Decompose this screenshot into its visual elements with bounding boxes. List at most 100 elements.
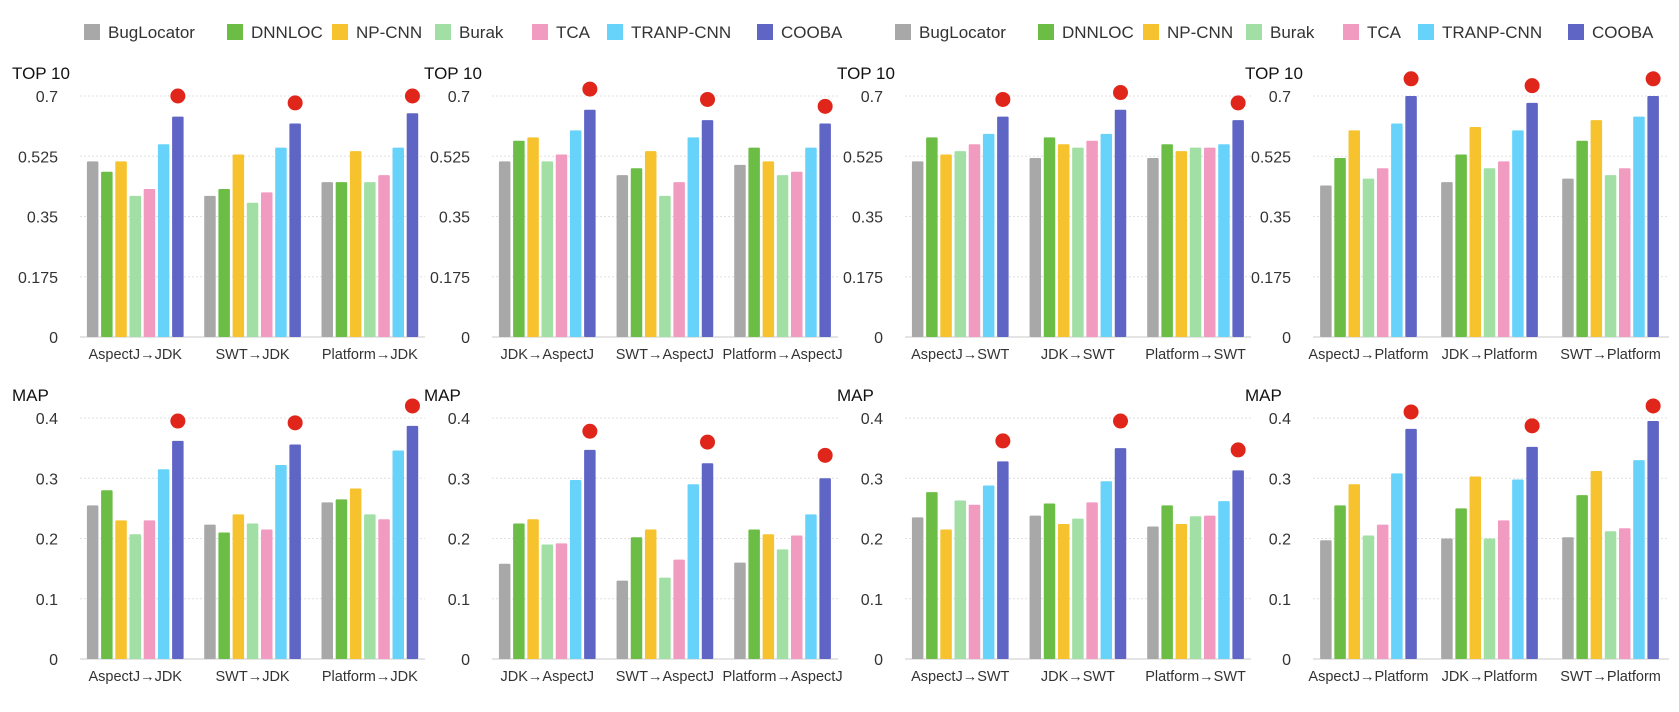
bar-np-cnn [232, 514, 245, 659]
y-tick-label: 0.4 [1269, 411, 1291, 428]
x-category-label: SWT→AspectJ [616, 669, 714, 685]
bar-cooba [289, 444, 301, 659]
x-category-label: AspectJ→JDK [89, 669, 183, 685]
legend-label-tca: TCA [556, 23, 591, 42]
bar-dnnloc [513, 140, 525, 337]
highlight-marker [1403, 71, 1419, 87]
y-tick-label: 0.7 [861, 89, 883, 106]
x-category-label: AspectJ→SWT [911, 669, 1009, 685]
legend-swatch-cooba [757, 24, 773, 40]
bar-tca [555, 543, 568, 659]
x-category-label: Platform→AspectJ [723, 347, 843, 363]
bar-buglocator [616, 175, 629, 337]
legend-swatch-np-cnn [1143, 24, 1159, 40]
y-tick-label: 0 [874, 330, 883, 347]
x-category-label: SWT→Platform [1560, 347, 1661, 363]
panel-title: TOP 10 [1245, 64, 1303, 83]
bar-dnnloc [748, 529, 760, 659]
bar-np-cnn [349, 488, 362, 659]
x-category-label: JDK→AspectJ [501, 347, 594, 363]
bar-cooba [701, 120, 714, 337]
panel-top10-2: TOP 10 0 0.175 0.35 0.525 0.7 JDK→AspectJ SWT→A… [424, 64, 843, 363]
bar-burak [1072, 518, 1084, 659]
bar-cooba [997, 461, 1009, 659]
bar-np-cnn [762, 161, 775, 337]
highlight-marker [817, 447, 833, 463]
bar-tranp-cnn [805, 514, 817, 659]
bar-buglocator [498, 161, 511, 337]
y-tick-label: 0.3 [36, 471, 58, 488]
bar-np-cnn [762, 534, 775, 659]
bar-np-cnn [644, 529, 657, 659]
bar-buglocator [734, 164, 746, 337]
y-tick-label: 0.1 [36, 592, 58, 609]
bar-tranp-cnn [1100, 481, 1113, 659]
bar-cooba [172, 440, 184, 659]
bar-tca [1086, 140, 1098, 337]
y-tick-label: 0.525 [18, 149, 58, 166]
bar-np-cnn [1469, 476, 1482, 659]
bar-burak [1189, 147, 1202, 337]
bar-burak [776, 549, 789, 659]
x-category-label: AspectJ→Platform [1308, 669, 1428, 685]
bar-burak [1483, 538, 1496, 659]
bar-tca [1497, 161, 1510, 337]
bar-tranp-cnn [392, 147, 404, 337]
legend-2: BugLocator DNNLOC NP-CNN Burak TCA TRANP-CNN C… [895, 23, 1654, 42]
bar-cooba [289, 123, 301, 338]
bar-buglocator [1320, 185, 1332, 337]
legend-swatch-dnnloc [227, 24, 243, 40]
bar-tca [1619, 528, 1631, 659]
bar-dnnloc [218, 532, 230, 659]
highlight-marker [287, 415, 303, 431]
y-tick-label: 0.3 [448, 471, 470, 488]
panel-top10-1: TOP 10 0 0.175 0.35 0.525 0.7 AspectJ→JDK SWT→J… [12, 64, 425, 363]
bar-dnnloc [1161, 144, 1173, 337]
bar-tca [1204, 515, 1216, 659]
bar-tranp-cnn [569, 130, 582, 337]
bar-tranp-cnn [275, 147, 287, 337]
legend-label-buglocator: BugLocator [919, 23, 1006, 42]
bar-dnnloc [1576, 495, 1588, 659]
bar-tranp-cnn [687, 484, 700, 659]
highlight-marker [700, 434, 716, 450]
y-tick-label: 0.3 [861, 471, 883, 488]
bar-tca [968, 144, 981, 337]
bar-burak [1362, 535, 1375, 659]
bar-buglocator [1441, 538, 1453, 659]
bar-tranp-cnn [1391, 473, 1403, 659]
legend-label-dnnloc: DNNLOC [251, 23, 323, 42]
bar-tca [673, 182, 685, 337]
bar-tca [555, 154, 568, 337]
bar-cooba [1114, 109, 1127, 338]
bar-np-cnn [940, 154, 952, 337]
bar-tca [791, 535, 803, 659]
y-tick-label: 0 [461, 652, 470, 669]
bar-tca [143, 188, 156, 337]
bar-tca [1376, 524, 1389, 659]
highlight-marker [1524, 418, 1540, 434]
bar-dnnloc [1043, 137, 1056, 337]
highlight-marker [404, 88, 420, 104]
bar-burak [541, 161, 554, 337]
bar-buglocator [911, 517, 924, 659]
bar-buglocator [86, 505, 99, 659]
legend-swatch-dnnloc [1038, 24, 1054, 40]
highlight-marker [170, 413, 186, 429]
legend-swatch-burak [1246, 24, 1262, 40]
bar-np-cnn [1348, 130, 1361, 337]
y-tick-label: 0 [461, 330, 470, 347]
bar-tranp-cnn [805, 147, 817, 337]
legend-swatch-buglocator [84, 24, 100, 40]
legend-label-np-cnn: NP-CNN [356, 23, 422, 42]
bar-tranp-cnn [1512, 479, 1524, 659]
bar-tranp-cnn [569, 480, 582, 659]
panel-map-4: MAP 0 0.1 0.2 0.3 0.4 AspectJ→Platform JDK→Plat… [1245, 386, 1669, 685]
bar-burak [129, 195, 141, 337]
bar-cooba [406, 113, 419, 337]
bar-dnnloc [1334, 157, 1346, 337]
bar-tranp-cnn [982, 485, 995, 659]
panel-title: MAP [424, 386, 461, 405]
bar-dnnloc [335, 499, 348, 659]
x-category-label: Platform→SWT [1145, 347, 1246, 363]
